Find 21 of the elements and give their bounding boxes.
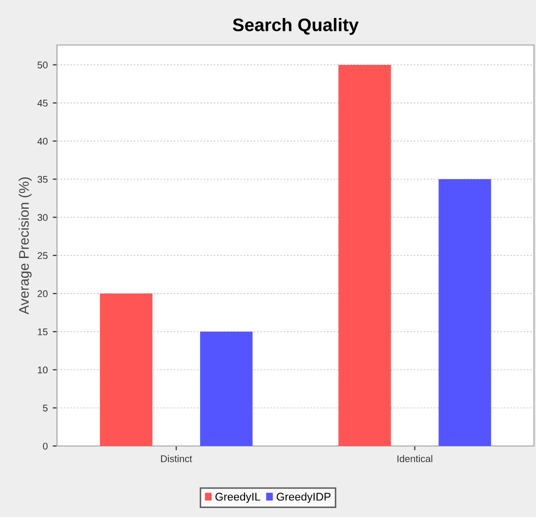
y-tick-label: 40 xyxy=(37,138,48,145)
y-tick-label: 45 xyxy=(37,100,48,107)
bar xyxy=(200,332,253,446)
y-tick-label: 15 xyxy=(38,328,48,336)
bar xyxy=(438,179,492,446)
bar xyxy=(338,64,391,446)
y-tick-label: 25 xyxy=(38,252,48,260)
y-tick-label: 50 xyxy=(38,62,48,68)
y-tick-label: 20 xyxy=(38,290,48,298)
chart-title: Search Quality xyxy=(232,18,359,35)
legend-label: GreedyIDP xyxy=(276,492,331,503)
x-tick-label: Identical xyxy=(398,455,432,462)
bar xyxy=(100,294,152,446)
y-tick-label: 5 xyxy=(42,404,48,412)
x-tick-label: Distinct xyxy=(161,455,192,462)
y-tick-label: 35 xyxy=(38,176,48,183)
y-tick-label: 0 xyxy=(42,442,48,450)
y-tick-label: 10 xyxy=(38,366,48,374)
y-tick-label: 30 xyxy=(38,214,48,221)
legend-label: GreedyIL xyxy=(215,492,260,503)
y-axis-title: Average Precision (%) xyxy=(18,177,32,314)
